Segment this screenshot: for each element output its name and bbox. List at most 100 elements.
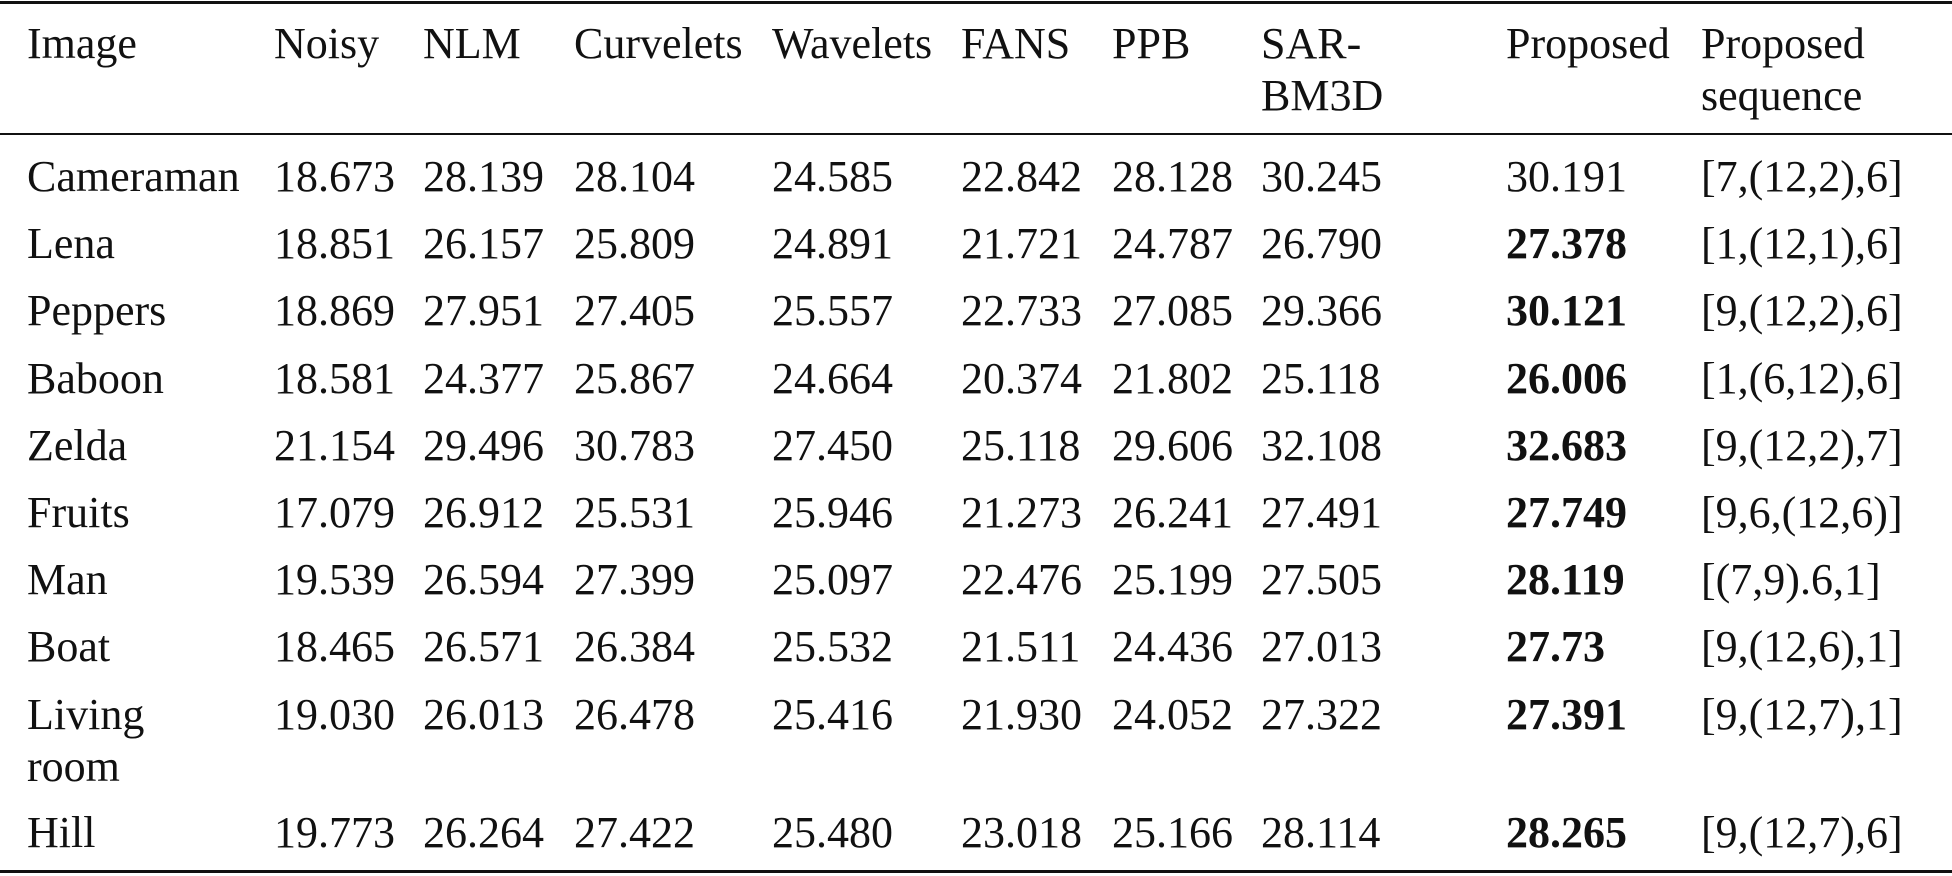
data-cell: 18.673 [274, 152, 395, 201]
data-cell: [(7,9).6,1] [1701, 555, 1881, 605]
header-cell: Image [27, 19, 137, 68]
data-cell: [9,(12,2),7] [1701, 420, 1903, 470]
data-cell: 29.366 [1261, 286, 1382, 336]
row-label: Zelda [27, 420, 128, 470]
header-cell: PPB [1112, 19, 1191, 68]
data-cell: 24.436 [1112, 622, 1233, 672]
data-cell: 28.265 [1506, 808, 1627, 857]
data-cell: 28.104 [574, 152, 695, 201]
row-label: Man [27, 555, 108, 605]
data-cell: 20.374 [961, 353, 1082, 403]
data-cell: 21.154 [274, 420, 395, 470]
data-cell: 27.73 [1506, 622, 1605, 672]
data-cell: 26.912 [423, 488, 544, 537]
data-cell: 18.465 [274, 622, 395, 672]
data-cell: 29.606 [1112, 420, 1233, 470]
data-cell: 25.118 [961, 420, 1081, 470]
data-cell: 26.594 [423, 555, 544, 605]
data-cell: 21.802 [1112, 353, 1233, 403]
data-cell: 19.539 [274, 555, 395, 605]
data-cell: 26.384 [574, 622, 695, 672]
header-rule [0, 133, 1952, 135]
header-cell: Wavelets [772, 19, 933, 68]
row-label: Peppers [27, 286, 167, 336]
data-cell: 24.891 [772, 219, 893, 269]
data-cell: 21.511 [961, 622, 1081, 672]
data-cell: 18.869 [274, 286, 395, 336]
data-cell: 26.006 [1506, 353, 1627, 403]
header-cell: Proposed [1506, 19, 1670, 68]
data-cell: 30.245 [1261, 152, 1382, 201]
data-cell: 27.405 [574, 286, 695, 336]
data-cell: 25.809 [574, 219, 695, 269]
data-cell: 25.480 [772, 808, 893, 857]
row-label: Fruits [27, 488, 130, 537]
data-cell: 30.121 [1506, 286, 1627, 336]
data-cell: 22.733 [961, 286, 1082, 336]
row-label: Lena [27, 219, 115, 269]
data-cell: 24.664 [772, 353, 893, 403]
top-rule [0, 1, 1952, 4]
data-cell: 25.867 [574, 353, 695, 403]
data-cell: 27.399 [574, 555, 695, 605]
data-cell: 28.139 [423, 152, 544, 201]
data-cell: 18.581 [274, 353, 395, 403]
data-cell: 28.114 [1261, 808, 1381, 857]
data-cell: 21.930 [961, 689, 1082, 739]
data-cell: 27.450 [772, 420, 893, 470]
data-cell: 26.157 [423, 219, 544, 269]
data-cell: 27.085 [1112, 286, 1233, 336]
data-cell: 27.749 [1506, 488, 1627, 537]
data-cell: 21.273 [961, 488, 1082, 537]
data-cell: 26.241 [1112, 488, 1233, 537]
data-cell: 26.790 [1261, 219, 1382, 269]
data-cell: 30.191 [1506, 152, 1627, 201]
data-cell: 32.683 [1506, 420, 1627, 470]
data-cell: 24.585 [772, 152, 893, 201]
data-cell: 28.128 [1112, 152, 1233, 201]
data-cell: 27.951 [423, 286, 544, 336]
data-cell: 26.478 [574, 689, 695, 739]
data-cell: 25.416 [772, 689, 893, 739]
row-label: Living room [27, 689, 145, 791]
data-cell: 23.018 [961, 808, 1082, 857]
data-cell: 29.496 [423, 420, 544, 470]
data-cell: 30.783 [574, 420, 695, 470]
data-cell: 27.322 [1261, 689, 1382, 739]
data-cell: 27.422 [574, 808, 695, 857]
header-cell: FANS [961, 19, 1071, 68]
data-cell: 27.491 [1261, 488, 1382, 537]
data-cell: 22.476 [961, 555, 1082, 605]
data-cell: 28.119 [1506, 555, 1625, 605]
data-cell: [9,(12,7),6] [1701, 808, 1903, 857]
header-cell: Proposed sequence [1701, 19, 1865, 120]
data-cell: 25.531 [574, 488, 695, 537]
data-cell: 27.013 [1261, 622, 1382, 672]
data-cell: 25.097 [772, 555, 893, 605]
data-cell: 21.721 [961, 219, 1082, 269]
data-cell: 22.842 [961, 152, 1082, 201]
header-cell: Curvelets [574, 19, 743, 68]
data-cell: 25.946 [772, 488, 893, 537]
header-cell: NLM [423, 19, 521, 68]
data-cell: 25.557 [772, 286, 893, 336]
data-cell: 24.377 [423, 353, 544, 403]
bottom-rule [0, 870, 1952, 873]
data-cell: 25.199 [1112, 555, 1233, 605]
row-label: Hill [27, 808, 96, 857]
data-cell: [9,(12,6),1] [1701, 622, 1903, 672]
data-cell: 27.378 [1506, 219, 1627, 269]
data-cell: 25.166 [1112, 808, 1233, 857]
data-cell: 24.052 [1112, 689, 1233, 739]
data-cell: 26.571 [423, 622, 544, 672]
data-cell: [7,(12,2),6] [1701, 152, 1903, 201]
header-cell: SAR-BM3D [1261, 19, 1384, 120]
data-cell: 26.264 [423, 808, 544, 857]
data-cell: [1,(6,12),6] [1701, 353, 1903, 403]
header-cell: Noisy [274, 19, 380, 68]
row-label: Boat [27, 622, 111, 672]
data-cell: [9,(12,7),1] [1701, 689, 1903, 739]
data-cell: [9,6,(12,6)] [1701, 488, 1903, 537]
